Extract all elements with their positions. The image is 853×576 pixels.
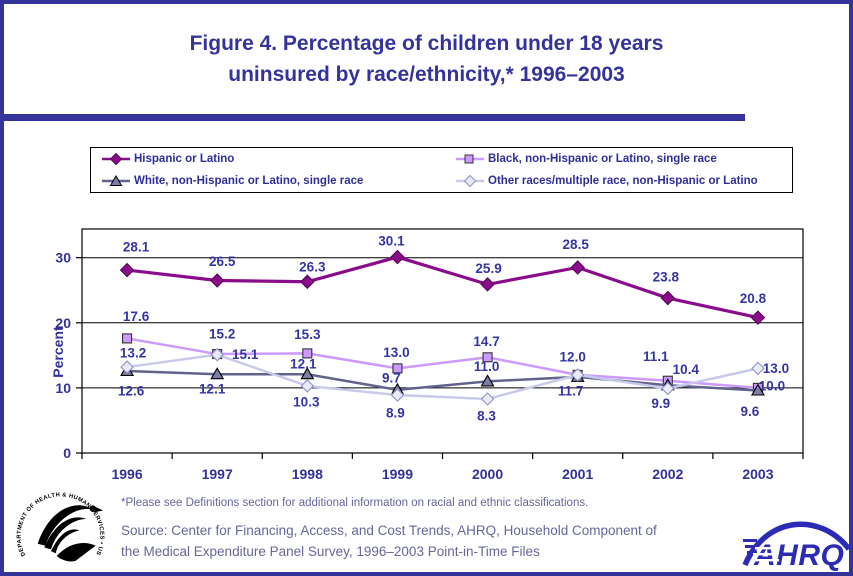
svg-text:11.7: 11.7 [558, 383, 584, 398]
svg-text:25.9: 25.9 [475, 261, 501, 276]
svg-text:30: 30 [55, 250, 71, 266]
svg-text:12.0: 12.0 [560, 349, 586, 364]
svg-text:9.6: 9.6 [741, 404, 760, 419]
legend-label: White, non-Hispanic or Latino, single ra… [134, 175, 364, 187]
svg-text:10.3: 10.3 [293, 394, 320, 409]
svg-text:15.3: 15.3 [294, 327, 321, 342]
uninsured-children-line-chart: 0 10 20 30 1996 1997 1998 1999 2000 2001 2002 2003 2… [55, 228, 804, 482]
svg-text:2003: 2003 [742, 466, 773, 482]
hhs-eagle-icon [37, 505, 104, 562]
svg-text:28.1: 28.1 [123, 240, 150, 255]
svg-text:11.1: 11.1 [643, 349, 669, 364]
svg-text:1996: 1996 [111, 466, 142, 482]
svg-text:8.9: 8.9 [386, 406, 405, 421]
svg-text:20.8: 20.8 [740, 291, 767, 306]
title-line-2: uninsured by race/ethnicity,* 1996–2003 [228, 63, 625, 86]
legend-item-white: White, non-Hispanic or Latino, single ra… [91, 174, 445, 188]
svg-text:15.1: 15.1 [232, 347, 259, 362]
svg-text:2001: 2001 [562, 466, 593, 482]
hhs-seal-logo: DEPARTMENT OF HEALTH & HUMAN SERVICES • … [12, 481, 104, 562]
svg-text:12.6: 12.6 [118, 383, 145, 398]
legend-item-other: Other races/multiple race, non-Hispanic … [445, 174, 792, 188]
svg-text:1999: 1999 [382, 466, 413, 482]
source-line-1: Source: Center for Financing, Access, an… [121, 523, 657, 538]
svg-text:13.0: 13.0 [383, 345, 409, 360]
svg-text:10.0: 10.0 [759, 378, 785, 393]
svg-text:2002: 2002 [652, 466, 683, 482]
legend-item-hispanic: Hispanic or Latino [91, 152, 445, 166]
legend-item-black: Black, non-Hispanic or Latino, single ra… [445, 152, 792, 166]
y-axis-title: Percent [50, 326, 66, 378]
svg-text:1997: 1997 [202, 466, 233, 482]
svg-text:13.0: 13.0 [763, 361, 789, 376]
svg-text:2000: 2000 [472, 466, 503, 482]
legend-label: Hispanic or Latino [134, 153, 235, 165]
legend-label: Other races/multiple race, non-Hispanic … [488, 175, 758, 187]
chart-legend: Hispanic or Latino Black, non-Hispanic o… [90, 147, 793, 193]
definitions-footnote: *Please see Definitions section for addi… [121, 497, 589, 509]
svg-text:30.1: 30.1 [378, 234, 405, 249]
svg-text:14.7: 14.7 [473, 334, 499, 349]
white-series-marker-icon [102, 175, 130, 186]
ahrq-swoosh-icon [742, 521, 849, 567]
title-divider-rule [4, 114, 745, 121]
svg-text:26.3: 26.3 [299, 259, 326, 274]
svg-text:1998: 1998 [292, 466, 323, 482]
svg-text:12.1: 12.1 [199, 382, 226, 397]
svg-text:23.8: 23.8 [653, 270, 680, 285]
other-series-marker-icon [456, 174, 484, 188]
title-line-1: Figure 4. Percentage of children under 1… [189, 32, 664, 55]
svg-text:10.4: 10.4 [673, 362, 700, 377]
svg-text:15.2: 15.2 [209, 327, 235, 342]
source-citation: Source: Center for Financing, Access, an… [121, 520, 657, 562]
svg-text:20: 20 [55, 315, 71, 331]
svg-text:28.5: 28.5 [563, 237, 590, 252]
svg-text:0: 0 [63, 445, 71, 461]
series-3: 13.2 15.1 10.3 8.9 8.3 9.9 13.0 [120, 346, 789, 424]
svg-text:26.5: 26.5 [209, 254, 236, 269]
svg-text:13.2: 13.2 [120, 346, 146, 361]
svg-text:9.7: 9.7 [382, 370, 401, 385]
ahrq-logo: AHRQ [742, 521, 849, 572]
svg-text:10: 10 [55, 380, 71, 396]
svg-text:11.0: 11.0 [474, 359, 500, 374]
svg-text:9.9: 9.9 [651, 396, 670, 411]
source-line-2: the Medical Expenditure Panel Survey, 19… [121, 544, 540, 559]
legend-label: Black, non-Hispanic or Latino, single ra… [488, 153, 717, 165]
ahrq-wordmark: AHRQ [753, 539, 844, 572]
svg-text:12.1: 12.1 [290, 357, 317, 372]
series-1: 17.6 15.2 15.3 13.0 14.7 12.0 11.1 10.0 [122, 309, 785, 393]
black-series-marker-icon [456, 154, 484, 164]
page-title: Figure 4. Percentage of children under 1… [4, 28, 849, 90]
svg-text:17.6: 17.6 [123, 309, 150, 324]
series-0: 28.1 26.5 26.3 30.1 25.9 28.5 23.8 20.8 [119, 234, 767, 325]
svg-text:8.3: 8.3 [477, 408, 496, 423]
series-2: 12.6 12.1 12.1 9.7 11.0 11.7 10.4 9.6 [118, 357, 765, 419]
hispanic-series-marker-icon [102, 152, 130, 166]
